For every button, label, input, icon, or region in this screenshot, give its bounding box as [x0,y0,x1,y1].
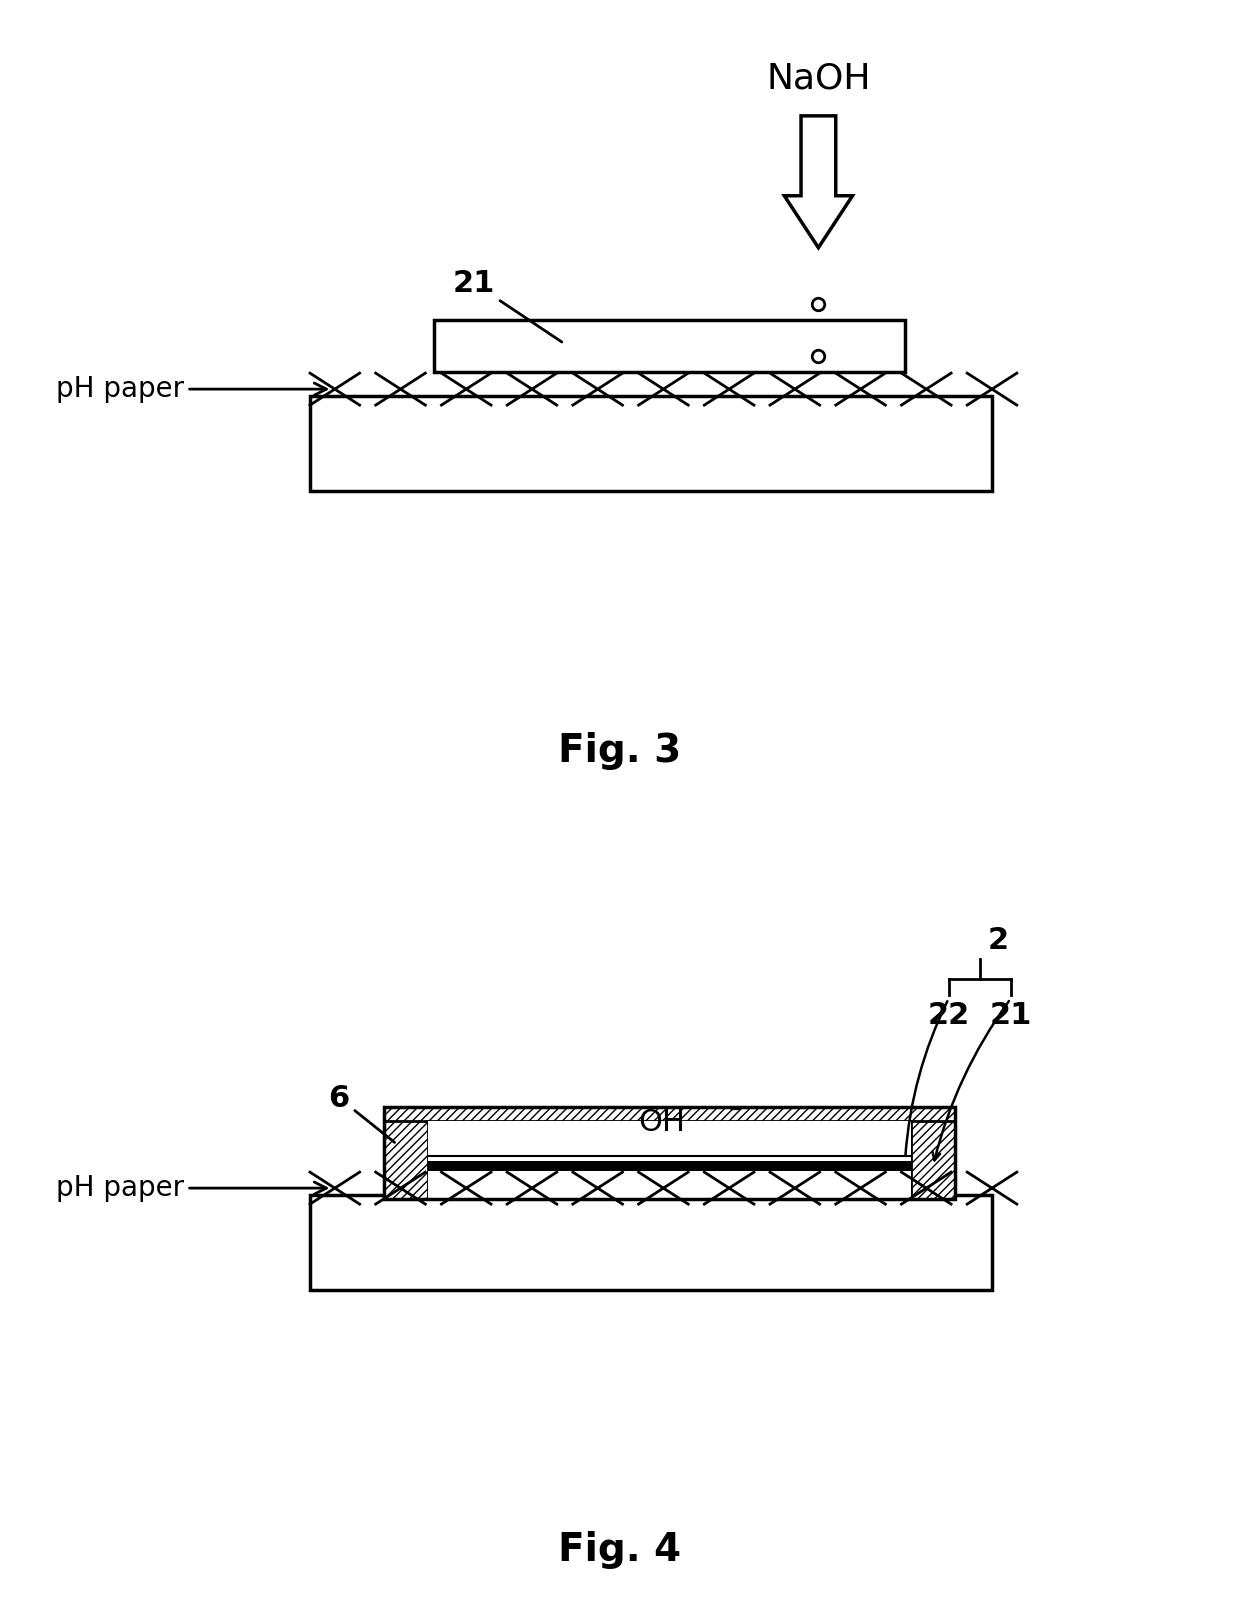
Bar [384,1106,428,1198]
Text: 2: 2 [987,925,1009,954]
Text: 22: 22 [928,1000,970,1031]
Text: Fig. 4: Fig. 4 [558,1531,682,1569]
Bar [384,1106,955,1198]
Text: NaOH: NaOH [766,62,870,96]
Bar [310,396,992,492]
Bar [434,320,905,371]
Polygon shape [785,117,853,248]
Text: OH: OH [639,1107,686,1138]
Text: pH paper: pH paper [56,376,326,403]
Text: ⁻: ⁻ [728,1104,742,1128]
Bar [911,1106,955,1198]
Bar [310,1195,992,1291]
Bar [384,1106,955,1122]
Text: Fig. 3: Fig. 3 [558,732,682,770]
Bar [428,1160,911,1170]
Text: pH paper: pH paper [56,1175,326,1202]
Text: 6: 6 [329,1083,394,1143]
Bar [428,1122,911,1198]
Text: 21: 21 [990,1000,1032,1031]
Text: 21: 21 [453,268,562,342]
